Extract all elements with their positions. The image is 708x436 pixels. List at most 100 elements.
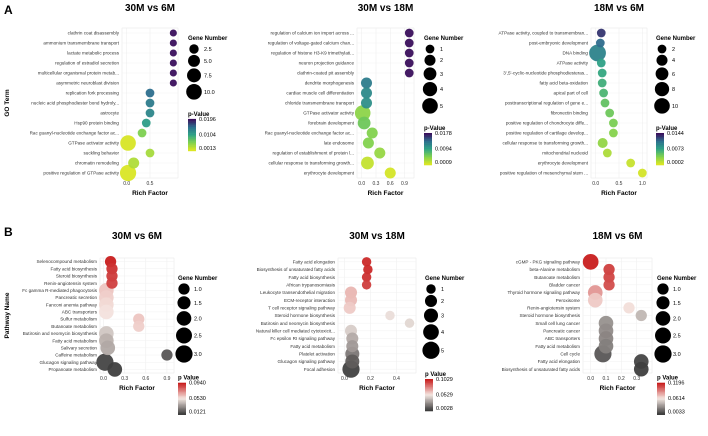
size-legend-dot (424, 54, 436, 66)
size-legend-label: 8 (672, 87, 675, 93)
color-legend-swatch (656, 134, 664, 136)
size-legend-dot (186, 84, 202, 100)
color-legend-swatch (656, 138, 664, 140)
size-legend-label: 2 (672, 47, 675, 53)
x-tick-label: 0.4 (393, 376, 400, 382)
color-legend-label: 0.0013 (199, 146, 216, 152)
y-tick-label: Cell cycle (560, 351, 580, 356)
color-legend-swatch (425, 380, 433, 382)
y-tick-label: cardiac muscle cell differentiation (286, 91, 354, 96)
y-tick-label: post-embryonic development (529, 41, 589, 46)
color-legend-label: 0.0028 (436, 406, 453, 412)
x-tick-label: 0.6 (387, 181, 394, 187)
data-point (602, 148, 612, 158)
color-legend-label: 0.0033 (668, 410, 685, 416)
color-legend-swatch (188, 142, 196, 145)
color-legend-title: p-Value (188, 112, 210, 118)
size-legend-label: 5 (441, 348, 444, 354)
y-tick-label: regulation of voltage-gated calcium chan… (268, 41, 354, 46)
color-legend-swatch (657, 384, 665, 386)
color-legend-swatch (657, 400, 665, 402)
size-legend-label: 6 (672, 72, 675, 78)
color-legend-swatch (656, 154, 664, 156)
color-legend-swatch (178, 388, 186, 390)
color-legend-swatch (425, 405, 433, 408)
chart-go-30v18: 30M vs 18M regulation of calcium ion impo… (265, 3, 464, 197)
y-tick-label: positive regulation of GTPase activity (43, 171, 119, 176)
x-tick-label: 0.0 (587, 376, 594, 382)
color-legend-swatch (656, 152, 664, 155)
color-legend-swatch (424, 150, 432, 152)
color-legend-title: p-Value (424, 126, 446, 132)
y-tick-label: asymmetric neuroblast division (56, 81, 119, 86)
x-tick-label: 0.5 (616, 181, 623, 187)
color-legend-swatch (424, 147, 432, 150)
x-tick-label: 0.2 (367, 376, 374, 382)
data-point (345, 354, 360, 369)
y-tick-label: fatty acid beta-oxidation (539, 81, 588, 86)
y-tick-label: forebrain development (308, 121, 354, 126)
color-legend-label: 0.1029 (436, 377, 453, 383)
size-legend-dot (426, 284, 436, 294)
y-tick-label: nucleic acid phosphodiester bond hydroly… (31, 101, 119, 106)
color-legend-swatch (188, 145, 196, 148)
color-legend-swatch (424, 140, 432, 143)
data-point (623, 302, 635, 314)
data-point (374, 147, 386, 159)
y-tick-label: Rac guanyl-nucleotide exchange factor ac… (265, 131, 354, 136)
size-legend-title: Gene Number (657, 276, 697, 282)
color-legend-swatch (424, 132, 432, 135)
color-legend-swatch (425, 400, 433, 402)
y-tick-label: beta-Alanine metabolism (529, 267, 580, 272)
y-tick-label: Steroid hormone biosynthesis (274, 313, 335, 318)
x-tick-label: 0.1 (603, 376, 610, 382)
color-legend-swatch (656, 146, 664, 148)
y-tick-label: Focal adhesion (304, 367, 336, 372)
color-legend-swatch (657, 388, 665, 390)
color-legend-swatch (424, 155, 432, 158)
y-axis-label: Pathway Name (4, 292, 11, 338)
data-point (404, 48, 414, 58)
chart-title: 30M vs 6M (125, 3, 175, 14)
size-legend-dot (656, 54, 668, 66)
chart-go-18v6: 18M vs 6M ATPase activity, coupled to tra… (499, 3, 696, 197)
size-legend-label: 2 (441, 299, 444, 305)
data-point (119, 164, 137, 182)
color-legend-title: p Value (425, 372, 447, 378)
color-legend-swatch (178, 401, 186, 403)
y-tick-label: ammonium transmembrane transport (43, 41, 119, 46)
color-legend-swatch (657, 393, 665, 395)
color-legend-swatch (656, 159, 664, 162)
chart-go-30v6: 30M vs 6M clathrin coat disassembly ammoni… (4, 3, 228, 197)
color-legend-swatch (657, 405, 665, 407)
y-tick-label: dendrite morphogenesis (305, 81, 355, 86)
y-tick-label: chromatin remodeling (75, 161, 120, 166)
size-legend: Gene Number 1 2 3 4 5 (422, 276, 465, 359)
color-legend-swatch (656, 142, 664, 144)
y-tick-label: Platelet activation (299, 351, 335, 356)
y-tick-label: Pancreatic cancer (543, 328, 580, 333)
y-tick-label: Fatty acid metabolism (52, 338, 97, 343)
y-tick-label: Sulfur metabolism (60, 317, 97, 322)
size-legend-dot (657, 44, 667, 54)
color-legend-label: 0.0940 (189, 381, 206, 387)
y-tick-label: DNA binding (562, 51, 588, 56)
color-legend-swatch (425, 398, 433, 401)
size-legend-label: 3 (440, 72, 443, 78)
size-legend-label: 2.5 (194, 334, 202, 340)
data-point (145, 108, 155, 118)
color-legend-swatch (178, 393, 186, 395)
color-legend-swatch (425, 406, 433, 409)
color-legend-swatch (425, 408, 433, 410)
color-legend-swatch (424, 143, 432, 146)
y-tick-label: erythrocyte development (538, 161, 589, 166)
chart-title: 18M vs 6M (592, 231, 642, 242)
color-legend-swatch (424, 152, 432, 155)
size-legend-label: 7.5 (204, 73, 212, 79)
color-legend-swatch (188, 146, 196, 149)
y-tick-label: Glucagon signaling pathway (40, 360, 98, 365)
color-legend-swatch (424, 138, 432, 140)
